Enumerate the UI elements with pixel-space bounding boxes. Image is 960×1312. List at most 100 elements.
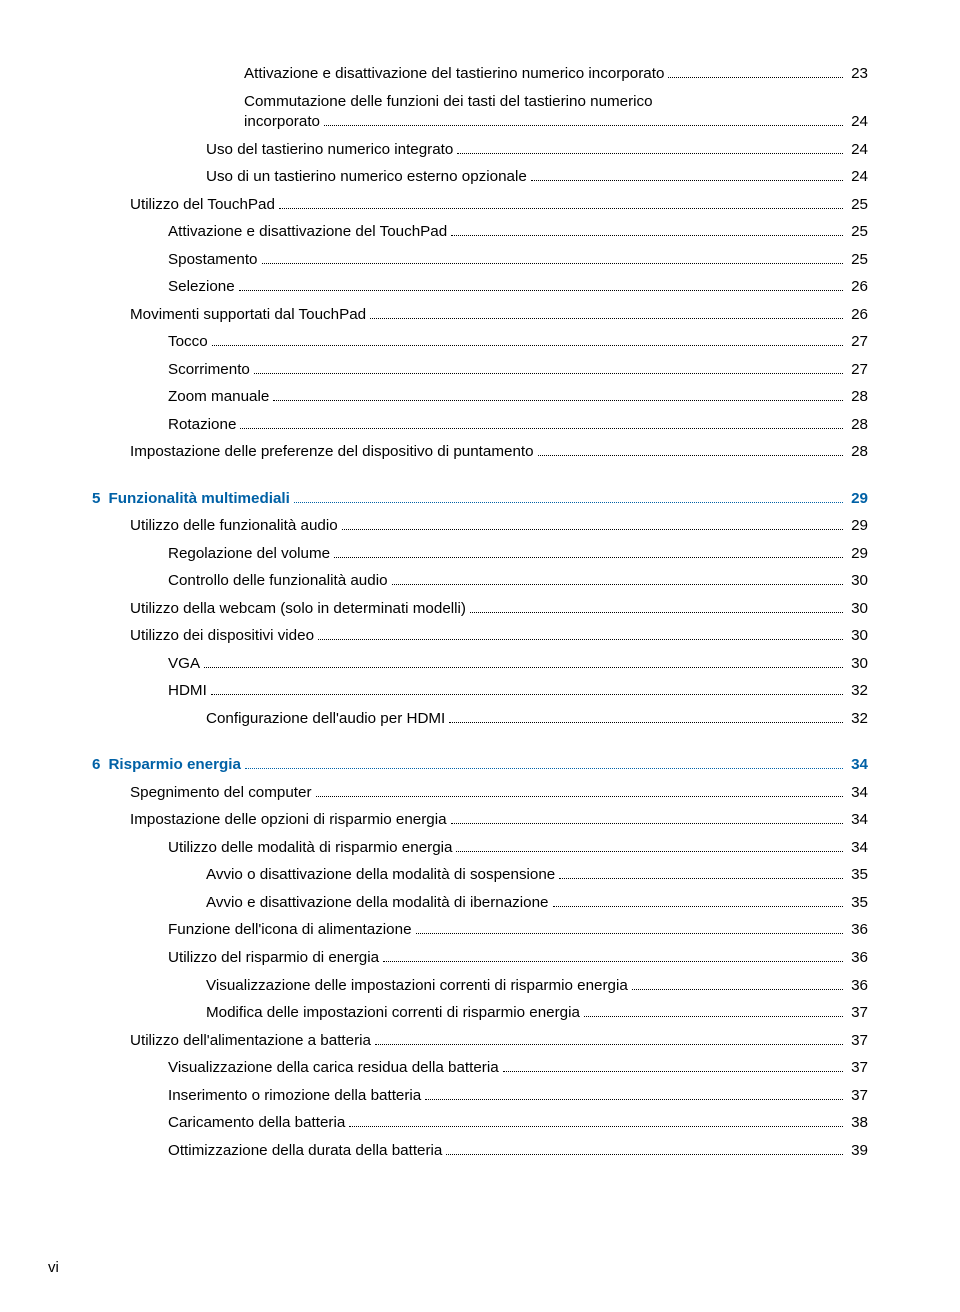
toc-label: Utilizzo del TouchPad	[130, 195, 275, 216]
toc-label: Tocco	[168, 332, 208, 353]
toc-leader	[245, 768, 843, 769]
toc-entry[interactable]: Utilizzo dell'alimentazione a batteria37	[92, 1031, 868, 1052]
toc-leader	[503, 1071, 843, 1072]
toc-label: Modifica delle impostazioni correnti di …	[206, 1003, 580, 1024]
toc-label: Visualizzazione della carica residua del…	[168, 1058, 499, 1079]
toc-page-number: 36	[847, 976, 868, 997]
toc-label: Utilizzo delle modalità di risparmio ene…	[168, 838, 452, 859]
toc-leader	[342, 529, 843, 530]
toc-entry[interactable]: Commutazione delle funzioni dei tasti de…	[92, 92, 868, 133]
toc-page-number: 36	[847, 920, 868, 941]
toc-label: Risparmio energia	[108, 755, 241, 776]
toc-leader	[425, 1099, 843, 1100]
toc-label: Utilizzo delle funzionalità audio	[130, 516, 338, 537]
toc-label: Impostazione delle opzioni di risparmio …	[130, 810, 447, 831]
toc-label: Utilizzo del risparmio di energia	[168, 948, 379, 969]
toc-entry[interactable]: Attivazione e disattivazione del TouchPa…	[92, 222, 868, 243]
toc-entry[interactable]: Inserimento o rimozione della batteria37	[92, 1086, 868, 1107]
toc-label: Configurazione dell'audio per HDMI	[206, 709, 445, 730]
toc-entry[interactable]: Selezione26	[92, 277, 868, 298]
toc-leader	[456, 851, 843, 852]
toc-entry[interactable]: Utilizzo delle modalità di risparmio ene…	[92, 838, 868, 859]
toc-leader	[204, 667, 843, 668]
toc-page-number: 35	[847, 865, 868, 886]
toc-entry[interactable]: Utilizzo del TouchPad25	[92, 195, 868, 216]
toc-entry[interactable]: Uso di un tastierino numerico esterno op…	[92, 167, 868, 188]
toc-page-number: 24	[847, 167, 868, 188]
toc-label: Funzione dell'icona di alimentazione	[168, 920, 412, 941]
toc-label: Uso di un tastierino numerico esterno op…	[206, 167, 527, 188]
toc-leader	[584, 1016, 843, 1017]
toc-chapter-heading[interactable]: 6 Risparmio energia 34	[92, 755, 868, 776]
toc-entry[interactable]: Spegnimento del computer34	[92, 783, 868, 804]
toc-leader	[632, 989, 843, 990]
toc-leader	[451, 823, 844, 824]
toc-leader	[349, 1126, 843, 1127]
toc-entry[interactable]: Utilizzo dei dispositivi video 30	[92, 626, 868, 647]
toc-entry[interactable]: Regolazione del volume 29	[92, 544, 868, 565]
toc-entry[interactable]: VGA30	[92, 654, 868, 675]
toc-leader	[240, 428, 843, 429]
chapter-number: 5	[92, 489, 100, 510]
toc-label: Impostazione delle preferenze del dispos…	[130, 442, 534, 463]
toc-entry[interactable]: Ottimizzazione della durata della batter…	[92, 1141, 868, 1162]
toc-page-number: 34	[847, 810, 868, 831]
toc-entry[interactable]: Zoom manuale28	[92, 387, 868, 408]
toc-entry[interactable]: Configurazione dell'audio per HDMI 32	[92, 709, 868, 730]
toc-label: Zoom manuale	[168, 387, 269, 408]
toc-label: Commutazione delle funzioni dei tasti de…	[244, 92, 868, 113]
toc-leader	[392, 584, 844, 585]
toc-page-number: 34	[847, 783, 868, 804]
toc-page-number: 27	[847, 360, 868, 381]
toc-entry[interactable]: Impostazione delle opzioni di risparmio …	[92, 810, 868, 831]
toc-leader	[375, 1044, 843, 1045]
toc-page-number: 29	[847, 544, 868, 565]
toc-page-number: 34	[847, 838, 868, 859]
toc-leader	[212, 345, 843, 346]
toc-entry[interactable]: Scorrimento27	[92, 360, 868, 381]
toc-entry[interactable]: Visualizzazione delle impostazioni corre…	[92, 976, 868, 997]
toc-page-number: 29	[847, 489, 868, 510]
toc-label: Selezione	[168, 277, 235, 298]
toc-entry[interactable]: Modifica delle impostazioni correnti di …	[92, 1003, 868, 1024]
toc-page-number: 30	[847, 599, 868, 620]
toc-entry[interactable]: Utilizzo delle funzionalità audio29	[92, 516, 868, 537]
toc-label: Movimenti supportati dal TouchPad	[130, 305, 366, 326]
toc-entry[interactable]: HDMI32	[92, 681, 868, 702]
toc-entry[interactable]: Tocco27	[92, 332, 868, 353]
toc-label: Ottimizzazione della durata della batter…	[168, 1141, 442, 1162]
toc-leader	[531, 180, 843, 181]
toc-leader	[668, 77, 843, 78]
toc-entry[interactable]: Rotazione28	[92, 415, 868, 436]
toc-entry[interactable]: Visualizzazione della carica residua del…	[92, 1058, 868, 1079]
toc-leader	[239, 290, 843, 291]
toc-entry[interactable]: Avvio e disattivazione della modalità di…	[92, 893, 868, 914]
toc-entry[interactable]: Attivazione e disattivazione del tastier…	[92, 64, 868, 85]
toc-label: Utilizzo dei dispositivi video	[130, 626, 314, 647]
toc-leader	[334, 557, 843, 558]
toc-entry[interactable]: Funzione dell'icona di alimentazione 36	[92, 920, 868, 941]
toc-entry[interactable]: Avvio o disattivazione della modalità di…	[92, 865, 868, 886]
toc-page-number: 34	[847, 755, 868, 776]
toc-entry[interactable]: Spostamento25	[92, 250, 868, 271]
toc-leader	[383, 961, 843, 962]
toc-entry[interactable]: Utilizzo del risparmio di energia36	[92, 948, 868, 969]
toc-page-number: 30	[847, 626, 868, 647]
toc-label: Regolazione del volume	[168, 544, 330, 565]
toc-entry[interactable]: Uso del tastierino numerico integrato24	[92, 140, 868, 161]
toc-page-number: 35	[847, 893, 868, 914]
toc-entry[interactable]: Controllo delle funzionalità audio30	[92, 571, 868, 592]
toc-leader	[254, 373, 843, 374]
toc-leader	[316, 796, 844, 797]
toc-chapter-heading[interactable]: 5Funzionalità multimediali29	[92, 489, 868, 510]
toc-label: Inserimento o rimozione della batteria	[168, 1086, 421, 1107]
toc-leader	[446, 1154, 843, 1155]
toc-entry[interactable]: Caricamento della batteria38	[92, 1113, 868, 1134]
toc-entry[interactable]: Impostazione delle preferenze del dispos…	[92, 442, 868, 463]
toc-entry[interactable]: Utilizzo della webcam (solo in determina…	[92, 599, 868, 620]
toc-page-number: 32	[847, 709, 868, 730]
toc-entry[interactable]: Movimenti supportati dal TouchPad26	[92, 305, 868, 326]
toc-label: Avvio o disattivazione della modalità di…	[206, 865, 555, 886]
toc-leader	[324, 125, 843, 126]
chapter-number: 6	[92, 755, 100, 776]
